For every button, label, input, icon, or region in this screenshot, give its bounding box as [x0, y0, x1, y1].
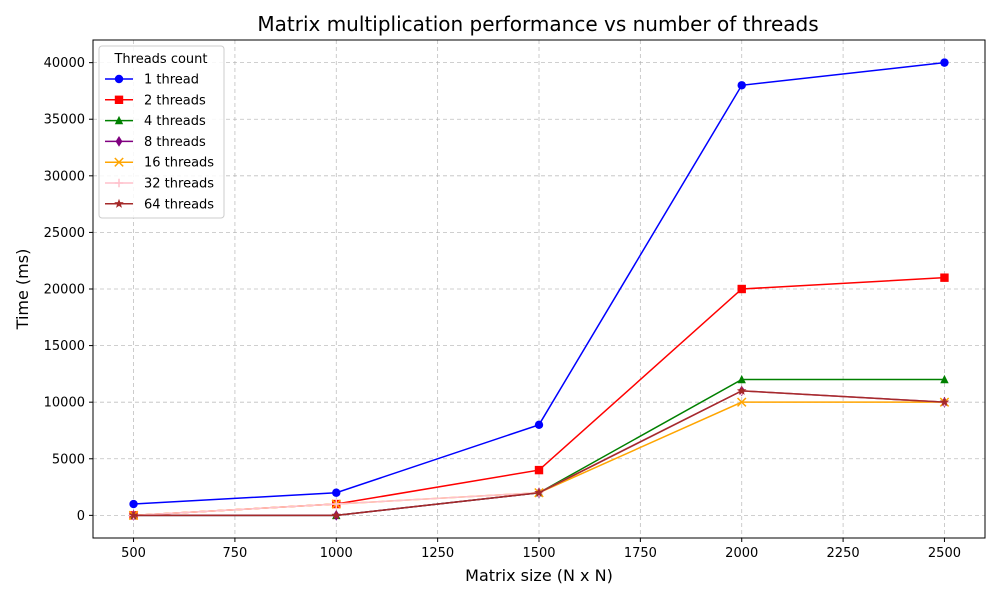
legend-title: Threads count — [113, 52, 207, 67]
data-point — [331, 510, 342, 520]
legend-label: 64 threads — [144, 197, 214, 212]
legend: Threads count 1 thread 2 threads 4 threads… — [98, 45, 225, 219]
data-point — [332, 499, 341, 509]
legend-marker — [114, 198, 124, 208]
x-tick-label: 1000 — [320, 546, 353, 561]
legend-item: 2 threads — [105, 93, 206, 108]
legend-label: 4 threads — [144, 114, 206, 129]
legend-marker — [114, 95, 124, 104]
series-64-threads — [128, 385, 950, 520]
data-point — [737, 284, 746, 294]
y-tick-label: 10000 — [44, 396, 85, 411]
legend-marker — [114, 115, 124, 125]
data-point — [736, 397, 747, 407]
y-tick-label: 0 — [77, 509, 85, 524]
legend-label: 2 threads — [144, 93, 206, 108]
grid — [93, 40, 985, 538]
series-layer — [128, 58, 950, 521]
data-point — [939, 397, 950, 407]
data-point — [129, 499, 138, 509]
data-point — [737, 81, 746, 90]
series-line — [133, 61, 945, 505]
x-tick-label: 1250 — [421, 546, 454, 561]
x-tick-label: 1500 — [522, 546, 555, 561]
legend-item: 4 threads — [105, 114, 206, 129]
legend-item: 32 threads — [105, 177, 214, 192]
x-axis-label: Matrix size (N x N) — [465, 566, 613, 585]
legend-marker — [115, 136, 123, 147]
y-tick-label: 15000 — [44, 339, 85, 354]
x-tick-label: 2500 — [928, 546, 961, 561]
legend-item: 16 threads — [105, 156, 214, 171]
data-point — [534, 420, 544, 430]
legend-marker — [114, 74, 124, 84]
y-tick-label: 35000 — [44, 113, 85, 128]
y-axis-ticks: 0 5000 10000 15000 20000 25000 30000 35000 40000 — [44, 56, 93, 524]
x-tick-label: 2000 — [725, 546, 758, 561]
legend-label: 16 threads — [144, 156, 214, 171]
data-point — [940, 374, 949, 384]
y-tick-label: 5000 — [52, 452, 85, 467]
y-tick-label: 25000 — [44, 226, 85, 241]
y-tick-label: 40000 — [44, 56, 85, 71]
x-tick-label: 750 — [222, 546, 247, 561]
legend-marker — [114, 178, 124, 188]
data-point — [534, 465, 544, 475]
data-point — [940, 58, 949, 67]
legend-label: 32 threads — [144, 177, 214, 192]
data-point — [332, 488, 341, 497]
series-1-thread — [129, 58, 949, 509]
series-16-threads — [128, 397, 950, 521]
legend-label: 8 threads — [144, 135, 206, 150]
x-tick-label: 500 — [121, 546, 146, 561]
legend-marker — [114, 157, 124, 167]
data-point — [534, 487, 544, 497]
y-tick-label: 20000 — [44, 283, 85, 298]
x-axis-ticks: 500 750 1000 1250 1500 1750 2000 2250 2500 — [121, 538, 961, 561]
data-point — [737, 374, 746, 384]
data-point — [128, 510, 139, 520]
data-point — [940, 273, 949, 282]
y-tick-label: 30000 — [44, 169, 85, 184]
chart-title: Matrix multiplication performance vs num… — [257, 12, 818, 36]
x-tick-label: 1750 — [624, 546, 657, 561]
legend-item: 8 threads — [105, 135, 206, 150]
legend-item: 64 threads — [105, 197, 214, 212]
legend-label: 1 thread — [144, 73, 199, 88]
legend-box — [98, 45, 225, 219]
x-tick-label: 2250 — [827, 546, 860, 561]
legend-item: 1 thread — [105, 73, 199, 88]
data-point — [736, 385, 747, 395]
y-axis-label: Time (ms) — [13, 249, 32, 331]
